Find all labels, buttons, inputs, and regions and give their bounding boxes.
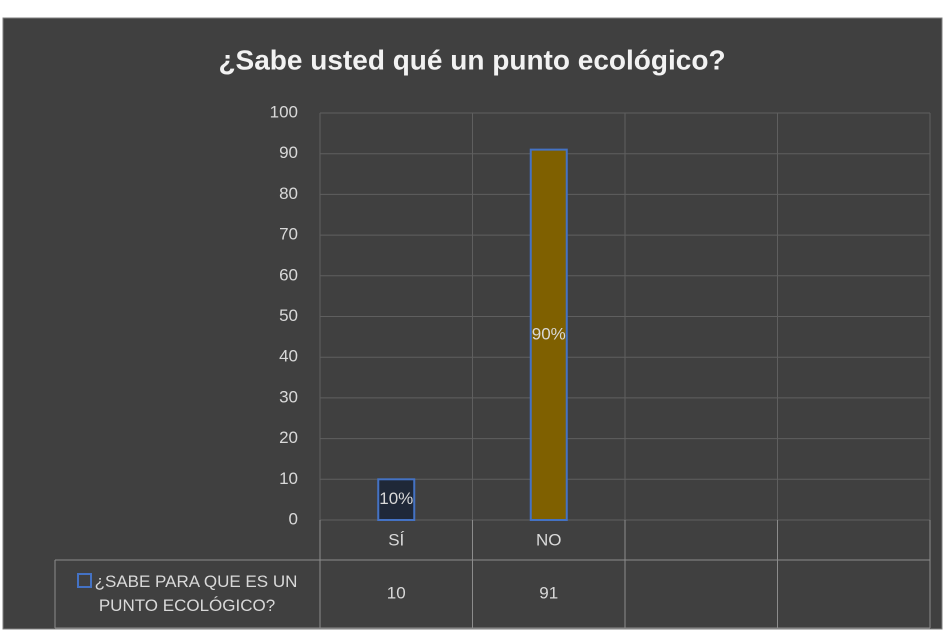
chart-title: ¿Sabe usted qué un punto ecológico? [218,44,725,75]
y-tick-label: 10 [279,469,298,488]
y-tick-label: 20 [279,428,298,447]
y-tick-label: 50 [279,306,298,325]
table-value: 91 [539,583,558,602]
y-tick-label: 90 [279,143,298,162]
y-tick-label: 0 [289,509,298,528]
legend-swatch [76,573,92,588]
y-tick-label: 40 [279,347,298,366]
y-tick-label: 60 [279,265,298,284]
bar [529,148,568,521]
x-tick-label: NO [536,530,562,549]
y-tick-label: 30 [279,387,298,406]
y-tick-label: 80 [279,184,298,203]
bar [377,478,416,521]
data-label: 10% [379,489,413,508]
y-tick-label: 100 [270,102,298,121]
legend-entry: ¿SABE PARA QUE ES UN PUNTO ECOLÓGICO? [56,562,318,626]
x-tick-label: SÍ [388,530,404,549]
table-value: 10 [387,583,406,602]
y-tick-label: 70 [279,225,298,244]
legend-label: ¿SABE PARA QUE ES UN PUNTO ECOLÓGICO? [94,572,298,615]
data-label: 90% [532,324,566,343]
